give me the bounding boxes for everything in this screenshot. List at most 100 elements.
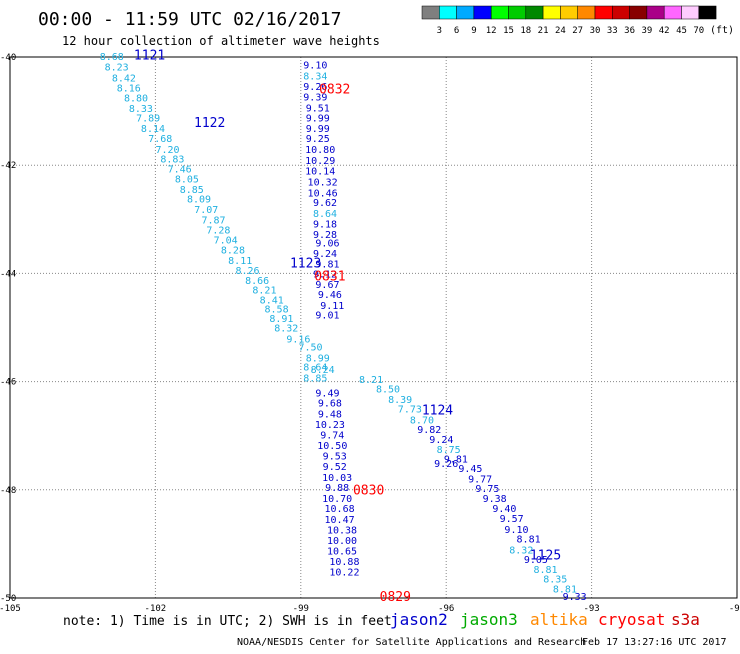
swh-value-label: 7.89: [136, 114, 160, 125]
swh-value-label: 10.46: [308, 188, 338, 199]
axis-ticks: -105 -102 -99 -96 -93 -90 -40 -42 -44 -46 -48 -50: [0, 53, 740, 614]
legend-swatch: [663, 5, 682, 20]
swh-value-label: 8.21: [359, 375, 383, 386]
satellite-name-s3a: s3a: [671, 610, 700, 629]
plot-frame: [9, 56, 738, 599]
swh-value-label: 8.16: [117, 83, 141, 94]
legend-swatch: [698, 5, 717, 20]
legend-label: 70: [693, 26, 704, 36]
swh-value-label: 8.66: [245, 276, 269, 287]
swh-value-label: 10.68: [325, 504, 355, 515]
swh-value-label: 8.24: [311, 365, 335, 376]
legend-label: 27: [572, 26, 583, 36]
legend-label: 39: [641, 26, 652, 36]
pass-time-label: 0831: [314, 270, 345, 285]
swh-value-label: 8.05: [175, 175, 199, 186]
footer-note: note: 1) Time is in UTC; 2) SWH is in fe…: [63, 614, 392, 629]
swh-value-label: 8.34: [303, 71, 327, 82]
x-tick-label: -105: [0, 604, 21, 614]
swh-value-label: 8.39: [388, 395, 412, 406]
swh-value-label: 8.21: [252, 286, 276, 297]
swh-value-label: 8.91: [269, 314, 293, 325]
swh-value-label: 9.81: [444, 454, 468, 465]
swh-value-label: 9.57: [500, 514, 524, 525]
legend-label: 18: [520, 26, 531, 36]
swh-value-label: 8.32: [509, 545, 533, 556]
y-tick-label: -50: [0, 594, 16, 604]
swh-value-label: 8.80: [124, 94, 148, 105]
swh-value-label: 9.16: [286, 334, 310, 345]
swh-value-label: 8.23: [105, 63, 129, 74]
pass-time-label: 1121: [134, 48, 165, 63]
legend-swatch: [473, 5, 492, 20]
satellite-name-altika: altika: [530, 610, 588, 629]
swh-value-label: 8.70: [410, 415, 434, 426]
swh-value-label: 9.82: [417, 425, 441, 436]
y-tick-label: -46: [0, 378, 16, 388]
swh-value-label: 8.58: [265, 305, 289, 316]
swh-value-label: 9.38: [483, 494, 507, 505]
x-tick-label: -93: [583, 604, 599, 614]
color-scale-legend: 3 6 9 12 15 18 21 24 27 30 33 36 39 42 45 70: [421, 5, 717, 36]
swh-value-label: 9.26: [303, 82, 327, 93]
satellite-legend: jason2 jason3 altika cryosat s3a: [390, 610, 700, 629]
swh-value-label: 9.18: [313, 220, 337, 231]
chart-title: 00:00 - 11:59 UTC 02/16/2017: [38, 9, 341, 30]
swh-value-label: 8.41: [260, 295, 284, 306]
swh-value-label: 9.39: [303, 92, 327, 103]
legend-swatch: [594, 5, 613, 20]
swh-value-label: 8.32: [274, 324, 298, 335]
swh-value-label: 9.24: [429, 435, 453, 446]
footer-timestamp: Feb 17 13:27:16 UTC 2017: [582, 637, 727, 648]
swh-value-label: 7.28: [206, 226, 230, 237]
swh-value-label: 8.99: [306, 353, 330, 364]
swh-value-label: 8.64: [313, 209, 337, 220]
legend-label: 9: [471, 26, 476, 36]
swh-value-label: 9.52: [323, 462, 347, 473]
swh-value-label: 9.11: [320, 301, 344, 312]
swh-value-label: 8.85: [303, 373, 327, 384]
legend-label: 3: [437, 26, 442, 36]
swh-value-label: 7.73: [398, 405, 422, 416]
swh-value-label: 10.38: [327, 525, 357, 536]
swh-value-label: 9.49: [315, 388, 339, 399]
y-tick-label: -44: [0, 269, 16, 279]
swh-value-label: 10.70: [322, 494, 352, 505]
swh-value-label: 8.35: [543, 575, 567, 586]
swh-value-label: 9.77: [468, 474, 492, 485]
x-tick-label: -90: [729, 604, 740, 614]
swh-value-label: 8.81: [517, 534, 541, 545]
swh-value-label: 8.83: [160, 155, 184, 166]
swh-value-label: 10.65: [327, 546, 357, 557]
legend-swatch: [456, 5, 475, 20]
plot-grid: [10, 57, 737, 598]
swh-value-label: 8.64: [303, 362, 327, 373]
swh-value-label: 7.50: [298, 342, 322, 353]
swh-value-label: 8.28: [221, 246, 245, 257]
pass-time-label: 0829: [380, 590, 411, 605]
swh-value-label: 10.88: [329, 557, 359, 568]
legend-label: 45: [676, 26, 687, 36]
legend-swatch: [646, 5, 665, 20]
swh-value-label: 9.28: [313, 230, 337, 241]
x-tick-label: -99: [293, 604, 309, 614]
swh-value-label: 7.68: [148, 134, 172, 145]
data-points: 8.688.238.428.168.808.337.898.147.687.20…: [100, 52, 587, 603]
legend-swatch: [577, 5, 596, 20]
legend-swatch: [439, 5, 457, 20]
pass-time-labels: 1121 1122 1123 1124 1125 0832 0831 0830 0829: [134, 48, 561, 605]
swh-value-label: 10.00: [327, 536, 357, 547]
legend-unit: (ft): [710, 25, 734, 36]
swh-value-label: 7.87: [202, 215, 226, 226]
legend-swatch: [421, 5, 440, 20]
swh-value-label: 9.12: [313, 269, 337, 280]
swh-value-label: 9.05: [524, 555, 548, 566]
swh-value-label: 10.14: [305, 167, 335, 178]
swh-value-label: 9.88: [325, 483, 349, 494]
swh-value-label: 9.99: [306, 124, 330, 135]
swh-value-label: 9.01: [315, 311, 339, 322]
swh-value-label: 8.81: [534, 565, 558, 576]
swh-value-label: 9.45: [458, 464, 482, 475]
